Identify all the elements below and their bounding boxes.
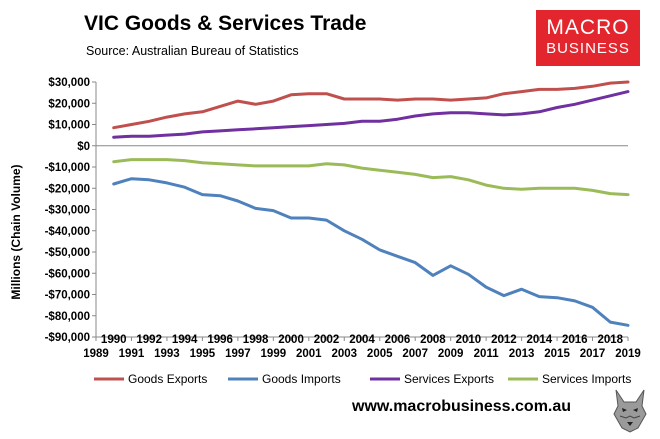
x-tick-label: 1999 — [261, 348, 287, 360]
x-tick-label: 2005 — [367, 348, 393, 360]
y-axis-title: Millions (Chain Volume) — [9, 164, 23, 299]
logo-line1: MACRO — [546, 16, 630, 39]
x-tick-label: 2002 — [314, 334, 340, 346]
y-tick-label: -$30,000 — [45, 205, 90, 217]
y-tick-label: -$80,000 — [45, 311, 90, 323]
x-tick-label: 2016 — [562, 334, 588, 346]
y-tick-label: $30,000 — [48, 77, 90, 89]
y-tick-label: -$90,000 — [45, 332, 90, 344]
y-tick-label: -$10,000 — [45, 162, 90, 174]
x-tick-label: 1990 — [101, 334, 127, 346]
x-tick-label: 1992 — [136, 334, 162, 346]
y-tick-label: -$70,000 — [45, 290, 90, 302]
x-tick-label: 2007 — [402, 348, 428, 360]
x-tick-label: 2012 — [491, 334, 517, 346]
x-tick-label: 2009 — [438, 348, 464, 360]
x-tick-label: 1996 — [207, 334, 233, 346]
chart-title: VIC Goods & Services Trade — [84, 12, 367, 35]
series-line-goods-imports — [112, 177, 630, 327]
series-line-services-exports — [112, 90, 630, 139]
series-lines — [112, 80, 630, 327]
legend-label: Goods Exports — [128, 372, 207, 386]
x-tick-label: 2014 — [527, 334, 553, 346]
y-tick-label: $10,000 — [48, 120, 90, 132]
x-tick-label: 2018 — [597, 334, 623, 346]
x-tick-label: 2011 — [474, 348, 500, 360]
x-tick-label: 1995 — [190, 348, 216, 360]
x-tick-label: 1989 — [83, 348, 109, 360]
x-tick-label: 2006 — [385, 334, 411, 346]
x-tick-label: 2008 — [420, 334, 446, 346]
x-tick-label: 2015 — [544, 348, 570, 360]
axes: $30,000 $20,000 $10,000 $0 -$10,000 -$20,000 -… — [45, 77, 641, 360]
legend-label: Services Imports — [542, 372, 631, 386]
y-tick-label: -$40,000 — [45, 226, 90, 238]
y-tick-label: $20,000 — [48, 98, 90, 110]
x-tick-label: 2003 — [331, 348, 357, 360]
macro-business-logo: MACRO BUSINESS — [536, 10, 640, 66]
x-tick-label: 1991 — [119, 348, 145, 360]
x-tick-label: 2010 — [456, 334, 482, 346]
x-tick-label: 1997 — [225, 348, 251, 360]
legend-label: Services Exports — [404, 372, 494, 386]
logo-line2: BUSINESS — [546, 40, 630, 57]
x-tick-label: 2013 — [509, 348, 535, 360]
x-tick-label: 1994 — [172, 334, 198, 346]
y-tick-label: -$50,000 — [45, 247, 90, 259]
legend-label: Goods Imports — [262, 372, 341, 386]
y-tick-label: -$60,000 — [45, 268, 90, 280]
legend: Goods Exports Goods Imports Services Expor… — [94, 372, 631, 386]
y-tick-label: -$20,000 — [45, 183, 90, 195]
wolf-mascot-icon — [613, 389, 647, 433]
x-tick-label: 1993 — [154, 348, 180, 360]
chart-source: Source: Australian Bureau of Statistics — [86, 44, 299, 58]
x-tick-label: 2004 — [349, 334, 375, 346]
x-tick-label: 1998 — [243, 334, 269, 346]
website-url[interactable]: www.macrobusiness.com.au — [352, 398, 572, 415]
y-tick-label: $0 — [77, 141, 90, 153]
x-tick-label: 2000 — [278, 334, 304, 346]
series-line-goods-exports — [112, 80, 630, 130]
x-tick-label: 2019 — [615, 348, 641, 360]
x-tick-label: 2017 — [580, 348, 606, 360]
series-line-services-imports — [112, 158, 630, 197]
x-tick-label: 2001 — [296, 348, 322, 360]
